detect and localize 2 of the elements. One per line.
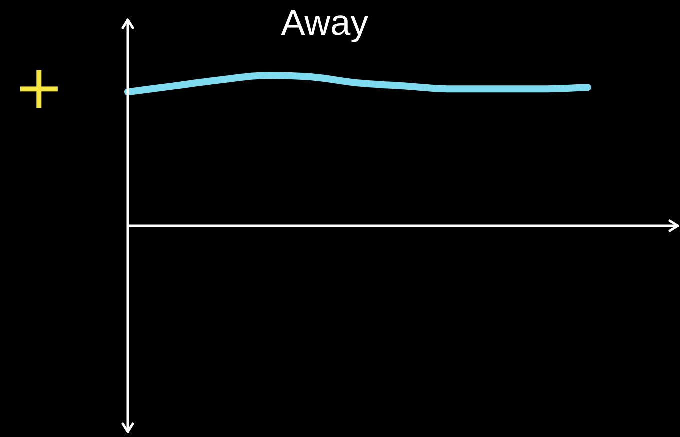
chart-title: Away: [280, 2, 370, 44]
y-axis-title: +: [14, 53, 64, 123]
